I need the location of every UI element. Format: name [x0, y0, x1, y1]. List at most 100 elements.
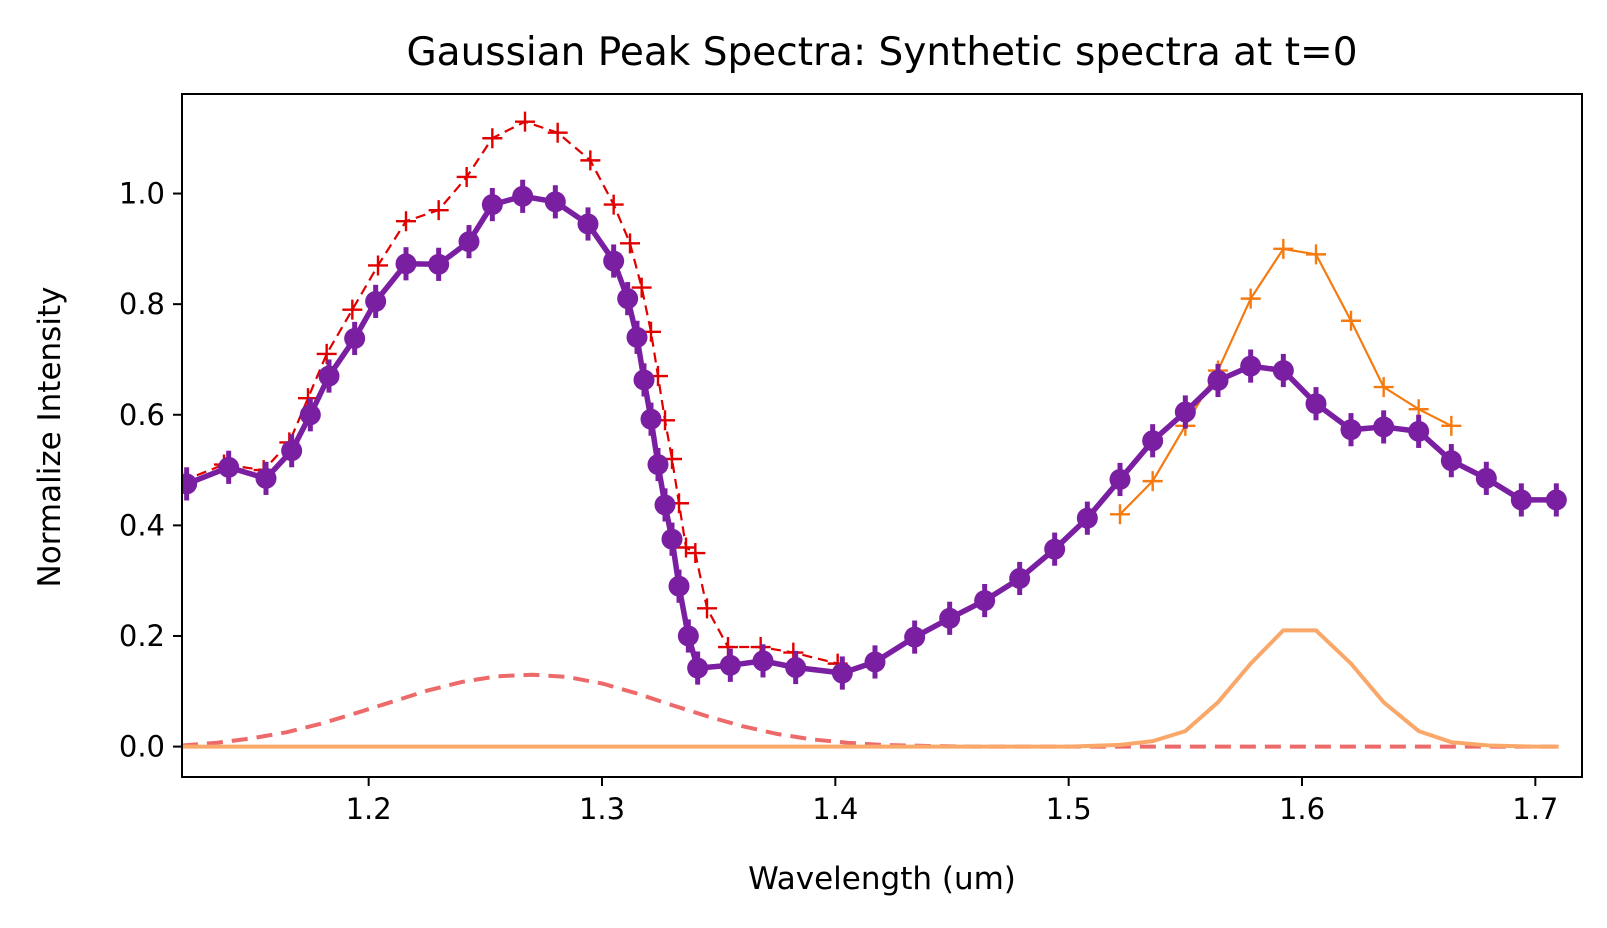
data-point	[318, 365, 340, 387]
data-point	[1207, 369, 1229, 391]
data-point	[428, 253, 450, 275]
x-tick-label: 1.3	[579, 792, 625, 826]
x-tick-label: 1.4	[812, 792, 858, 826]
plus-marker	[631, 277, 652, 298]
data-point	[281, 440, 303, 462]
series-orange_gauss	[182, 628, 1559, 749]
x-tick-label: 1.6	[1279, 792, 1325, 826]
series-line	[182, 672, 1559, 749]
x-tick-label: 1.7	[1512, 792, 1558, 826]
data-point	[647, 454, 669, 476]
data-point	[719, 654, 741, 676]
data-point	[1109, 468, 1131, 490]
plus-marker	[428, 200, 449, 221]
series-line	[182, 628, 1559, 749]
data-point	[1408, 420, 1430, 442]
y-tick-label: 0.0	[119, 730, 165, 764]
plus-marker	[1240, 288, 1261, 309]
y-tick-label: 0.2	[119, 619, 165, 653]
data-point	[677, 625, 699, 647]
data-point	[864, 651, 886, 673]
data-point	[617, 288, 639, 310]
data-point	[654, 494, 676, 516]
data-point	[1174, 401, 1196, 423]
series-line	[182, 120, 838, 665]
data-point	[939, 607, 961, 629]
data-point	[1545, 489, 1567, 511]
y-axis-label: Normalize Intensity	[32, 287, 68, 588]
y-tick-label: 0.8	[119, 287, 165, 321]
chart-title: Gaussian Peak Spectra: Synthetic spectra…	[406, 30, 1357, 75]
data-point	[1044, 538, 1066, 560]
data-point	[255, 467, 277, 489]
data-point	[640, 408, 662, 430]
plus-marker	[620, 233, 640, 254]
plus-marker	[580, 150, 601, 171]
data-point	[1305, 393, 1327, 415]
data-point	[1340, 419, 1362, 441]
plus-marker	[1273, 238, 1294, 259]
plus-marker	[1341, 310, 1361, 331]
data-point	[218, 456, 240, 478]
plus-marker	[1110, 504, 1130, 525]
data-point	[831, 662, 853, 684]
plus-marker	[456, 166, 477, 187]
plus-marker	[515, 111, 535, 132]
axis-ticks: 1.2 1.3 1.4 1.5 1.6 1.7 0.0 0.2 0.4 0.6 0.8 1.0	[119, 177, 1559, 826]
data-point	[1373, 416, 1395, 438]
plus-marker	[1373, 377, 1394, 398]
x-tick-label: 1.2	[346, 792, 392, 826]
data-point	[1475, 467, 1497, 489]
plus-marker	[547, 122, 568, 143]
plus-marker	[1441, 415, 1462, 436]
series-purple	[182, 179, 1567, 690]
data-point	[577, 213, 599, 235]
data-point	[1272, 360, 1294, 382]
plus-marker	[368, 255, 388, 276]
data-point	[785, 656, 807, 678]
plus-marker	[603, 194, 624, 215]
x-axis-label: Wavelength (um)	[748, 861, 1016, 897]
data-point	[626, 326, 648, 348]
series-red_plus	[182, 111, 848, 674]
y-tick-label: 0.6	[119, 398, 165, 432]
plot-frame	[181, 93, 1583, 778]
y-tick-label: 0.4	[119, 508, 165, 542]
plus-marker	[1142, 471, 1163, 492]
series-red_gauss	[182, 672, 1559, 749]
data-point	[1142, 430, 1164, 452]
data-point	[974, 590, 996, 612]
data-point	[603, 250, 625, 272]
data-point	[344, 327, 366, 349]
data-point	[481, 194, 503, 216]
data-point	[395, 253, 417, 275]
data-point	[512, 185, 534, 207]
plus-marker	[342, 299, 363, 320]
data-point	[752, 650, 774, 672]
data-point	[182, 473, 198, 495]
plot-area	[182, 111, 1567, 749]
data-point	[633, 369, 655, 391]
y-tick-label: 1.0	[119, 177, 165, 211]
data-point	[1510, 489, 1532, 511]
data-point	[687, 657, 709, 679]
data-point	[1076, 507, 1098, 529]
data-point	[1009, 567, 1031, 589]
data-point	[661, 528, 683, 550]
plus-marker	[685, 543, 706, 564]
data-point	[1440, 450, 1462, 472]
data-point	[904, 626, 926, 648]
plus-marker	[1306, 244, 1326, 265]
data-point	[668, 575, 690, 597]
data-point	[365, 290, 387, 312]
data-point	[299, 404, 321, 426]
data-point	[1240, 355, 1262, 377]
data-point	[544, 191, 566, 213]
plus-marker	[396, 211, 416, 232]
x-tick-label: 1.5	[1046, 792, 1092, 826]
plus-marker	[482, 128, 503, 149]
plus-marker	[697, 598, 717, 619]
data-point	[458, 231, 480, 253]
